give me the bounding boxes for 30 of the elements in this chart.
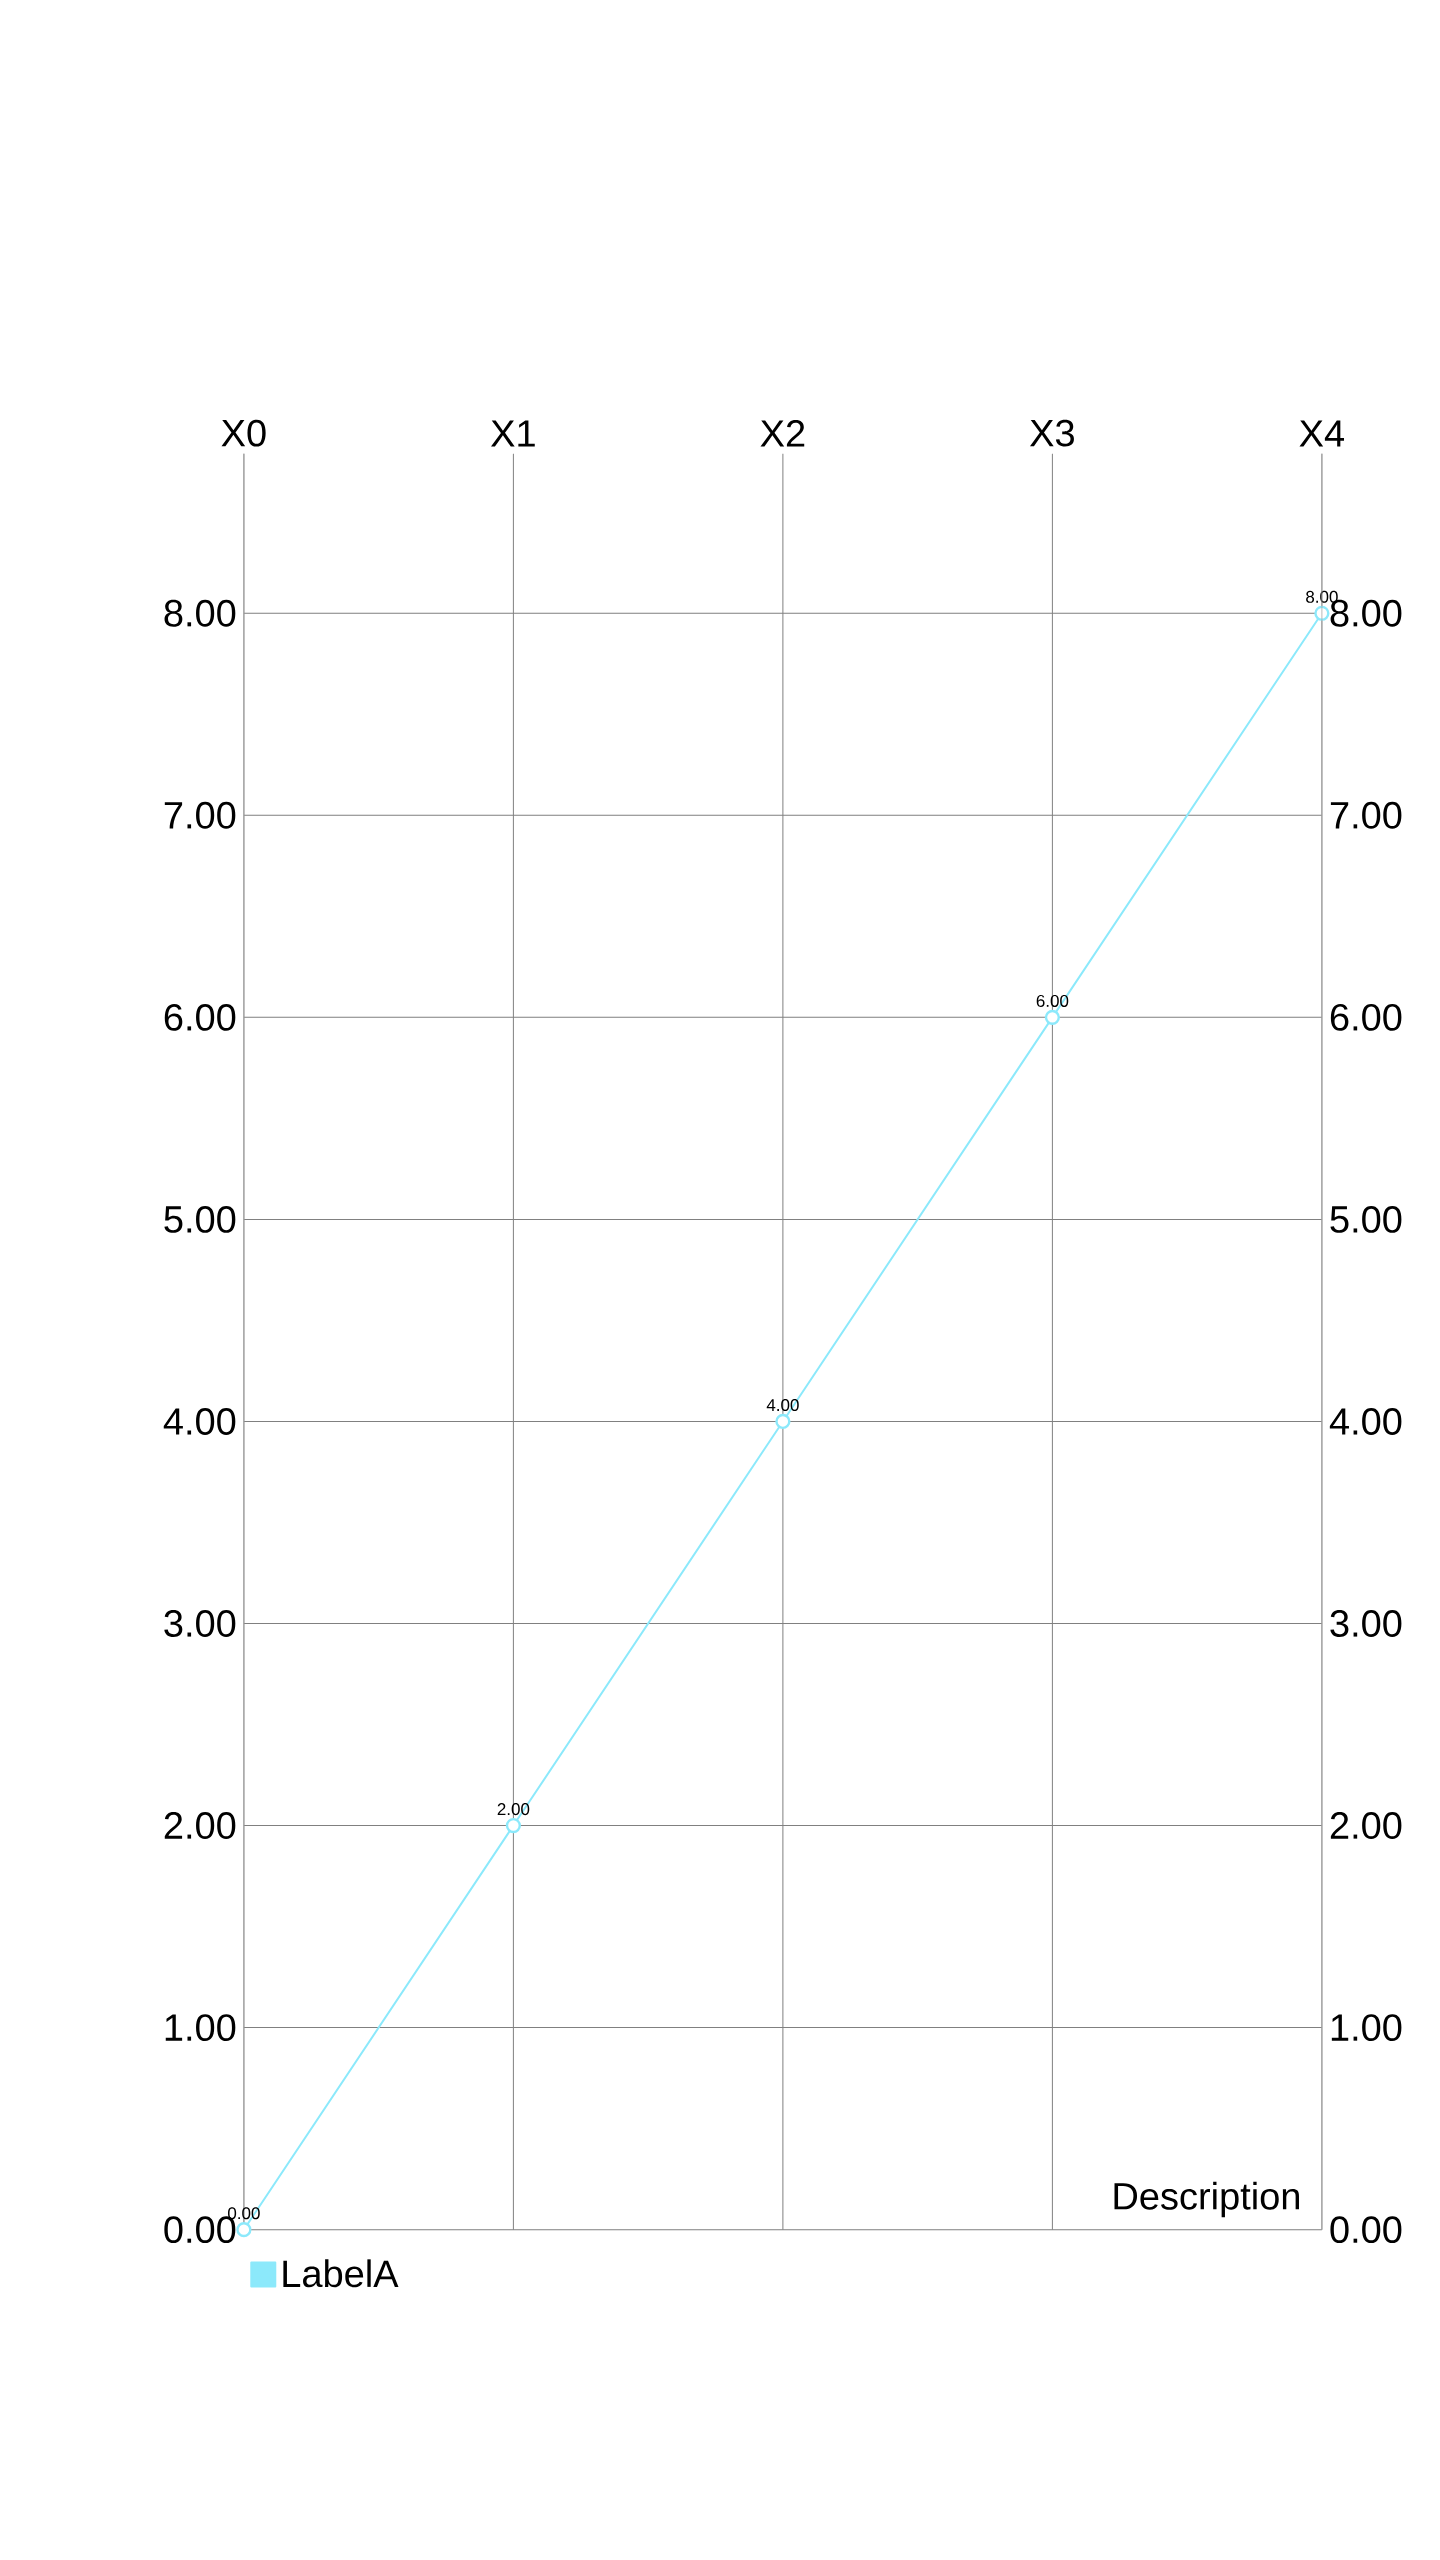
y-tick-label: 5.00	[164, 1205, 236, 1233]
data-label: 6.00	[1036, 994, 1069, 1007]
point	[505, 1817, 521, 1834]
y2-tick-label: 7.00	[1330, 801, 1402, 829]
x-tick-label: X4	[1299, 420, 1345, 447]
data-label: 4.00	[766, 1399, 799, 1412]
y-tick-label: 2.00	[164, 1812, 236, 1839]
x-tick-label: X3	[1030, 419, 1074, 447]
x-tick-label: X1	[491, 420, 535, 447]
y-tick-label: 8.00	[164, 599, 236, 627]
point	[1044, 1009, 1060, 1025]
y-tick-label: 3.00	[164, 1610, 236, 1637]
y2-tick-label: 6.00	[1330, 1003, 1402, 1031]
y2-tick-label: 1.00	[1331, 2014, 1402, 2042]
y-tick-label: 6.00	[164, 1003, 236, 1031]
y2-tick-label: 4.00	[1329, 1407, 1402, 1435]
y2-tick-label: 2.00	[1330, 1812, 1402, 1839]
annotation: Description	[1114, 2181, 1299, 2218]
data-label: 2.00	[497, 1803, 530, 1816]
y2-tick-label: 3.00	[1330, 1610, 1402, 1637]
point	[236, 2222, 252, 2238]
y-tick-label: 1.00	[165, 2014, 236, 2042]
legend-label: LabelA	[283, 2259, 399, 2288]
point	[775, 1413, 791, 1430]
y-tick-label: 4.00	[163, 1407, 236, 1435]
y2-tick-label: 5.00	[1330, 1205, 1402, 1233]
x-tick-label: X2	[760, 420, 805, 447]
y-tick-label: 7.00	[164, 801, 236, 829]
x-tick-label: X0	[221, 419, 266, 447]
y2-tick-label: 0.00	[1330, 2216, 1402, 2244]
